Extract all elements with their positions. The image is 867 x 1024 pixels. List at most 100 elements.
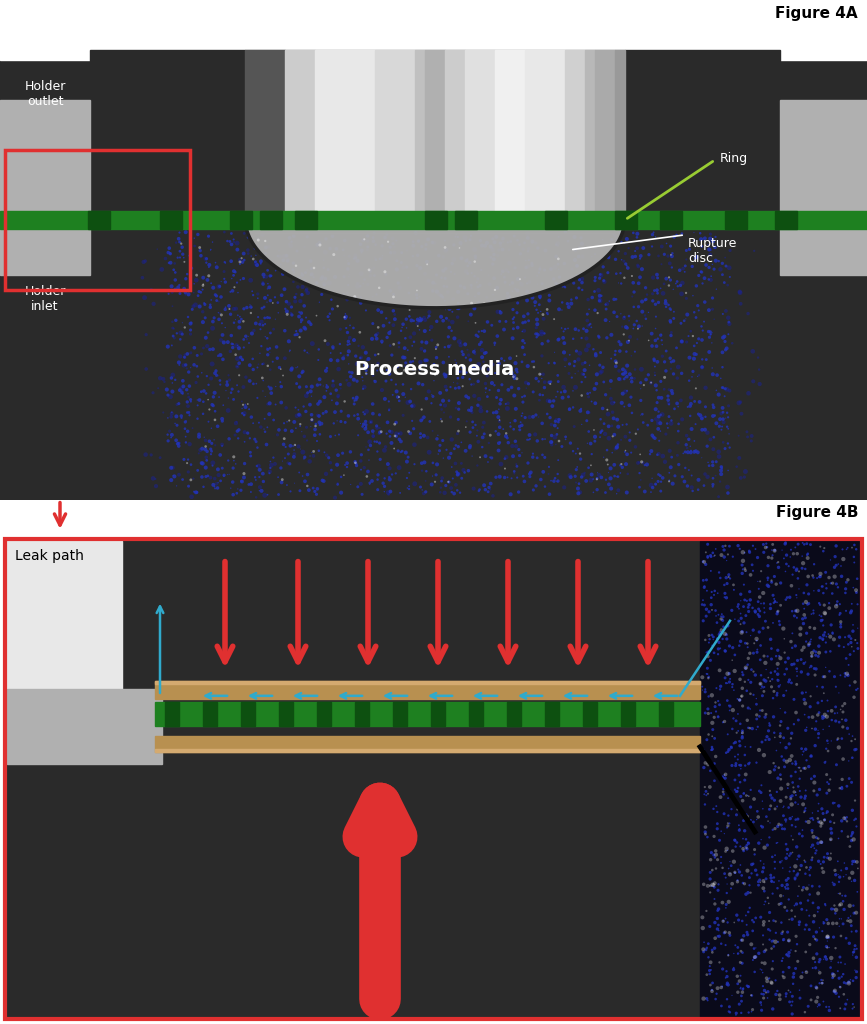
Point [638,307,652,324]
Point [360,351,374,368]
Point [831,886,845,902]
Point [191,392,205,409]
Point [359,366,373,382]
Point [304,418,318,434]
Point [172,438,186,455]
Point [732,911,746,928]
Point [466,420,479,436]
Point [740,927,754,943]
Point [305,336,319,352]
Point [370,433,384,450]
Point [167,255,181,271]
Point [669,275,683,292]
Point [739,831,753,848]
Point [446,303,460,319]
Point [767,792,781,808]
Point [226,267,240,284]
Point [541,333,555,349]
Point [812,853,825,869]
Point [599,296,613,312]
Point [772,987,786,1004]
Point [573,445,587,462]
Point [531,240,544,256]
Point [792,760,806,776]
Point [406,233,420,250]
Point [463,255,477,271]
Point [654,468,668,484]
Point [407,475,421,492]
Point [446,255,460,271]
Point [773,650,787,667]
Point [375,238,389,254]
Point [375,304,388,321]
Point [503,366,517,382]
Point [506,314,520,331]
Point [708,896,722,912]
Point [436,354,450,371]
Point [518,410,532,426]
Point [757,859,771,876]
Point [271,350,284,367]
Point [290,327,304,343]
Point [138,290,152,306]
Point [707,399,720,416]
Point [790,609,804,626]
Point [351,355,365,372]
Point [369,287,383,303]
Point [251,356,265,373]
Point [447,266,461,283]
Point [531,409,545,425]
Point [676,260,690,276]
Point [681,478,694,495]
Point [786,774,799,791]
Point [354,279,368,295]
Point [551,261,565,278]
Point [407,238,420,254]
Point [290,323,303,339]
Point [722,426,736,442]
Point [706,396,720,413]
Point [334,376,348,392]
Point [558,429,572,445]
Point [652,403,666,420]
Point [472,270,486,287]
Point [229,300,243,316]
Point [832,970,846,986]
Point [564,295,578,311]
Point [729,756,743,772]
Point [702,603,716,620]
Point [824,552,838,568]
Point [702,271,716,288]
Point [184,457,198,473]
Point [371,467,385,483]
Point [722,998,736,1015]
Point [757,896,771,912]
Point [199,251,212,267]
Point [254,317,268,334]
Point [711,709,725,725]
Point [805,878,819,894]
Point [794,763,808,779]
Point [434,269,448,286]
Point [603,460,617,476]
Point [516,406,530,422]
Point [843,898,857,914]
Point [173,276,186,293]
Bar [375,50,415,220]
Point [201,391,215,408]
Point [715,359,729,376]
Point [845,750,859,766]
Point [699,409,713,425]
Point [699,556,713,572]
Point [380,226,394,243]
Point [835,823,849,840]
Point [468,253,482,269]
Point [718,770,732,786]
Point [530,311,544,328]
Point [273,374,287,390]
Point [728,611,742,628]
Point [418,323,432,339]
Point [289,420,303,436]
Point [400,243,414,259]
Point [266,353,280,370]
